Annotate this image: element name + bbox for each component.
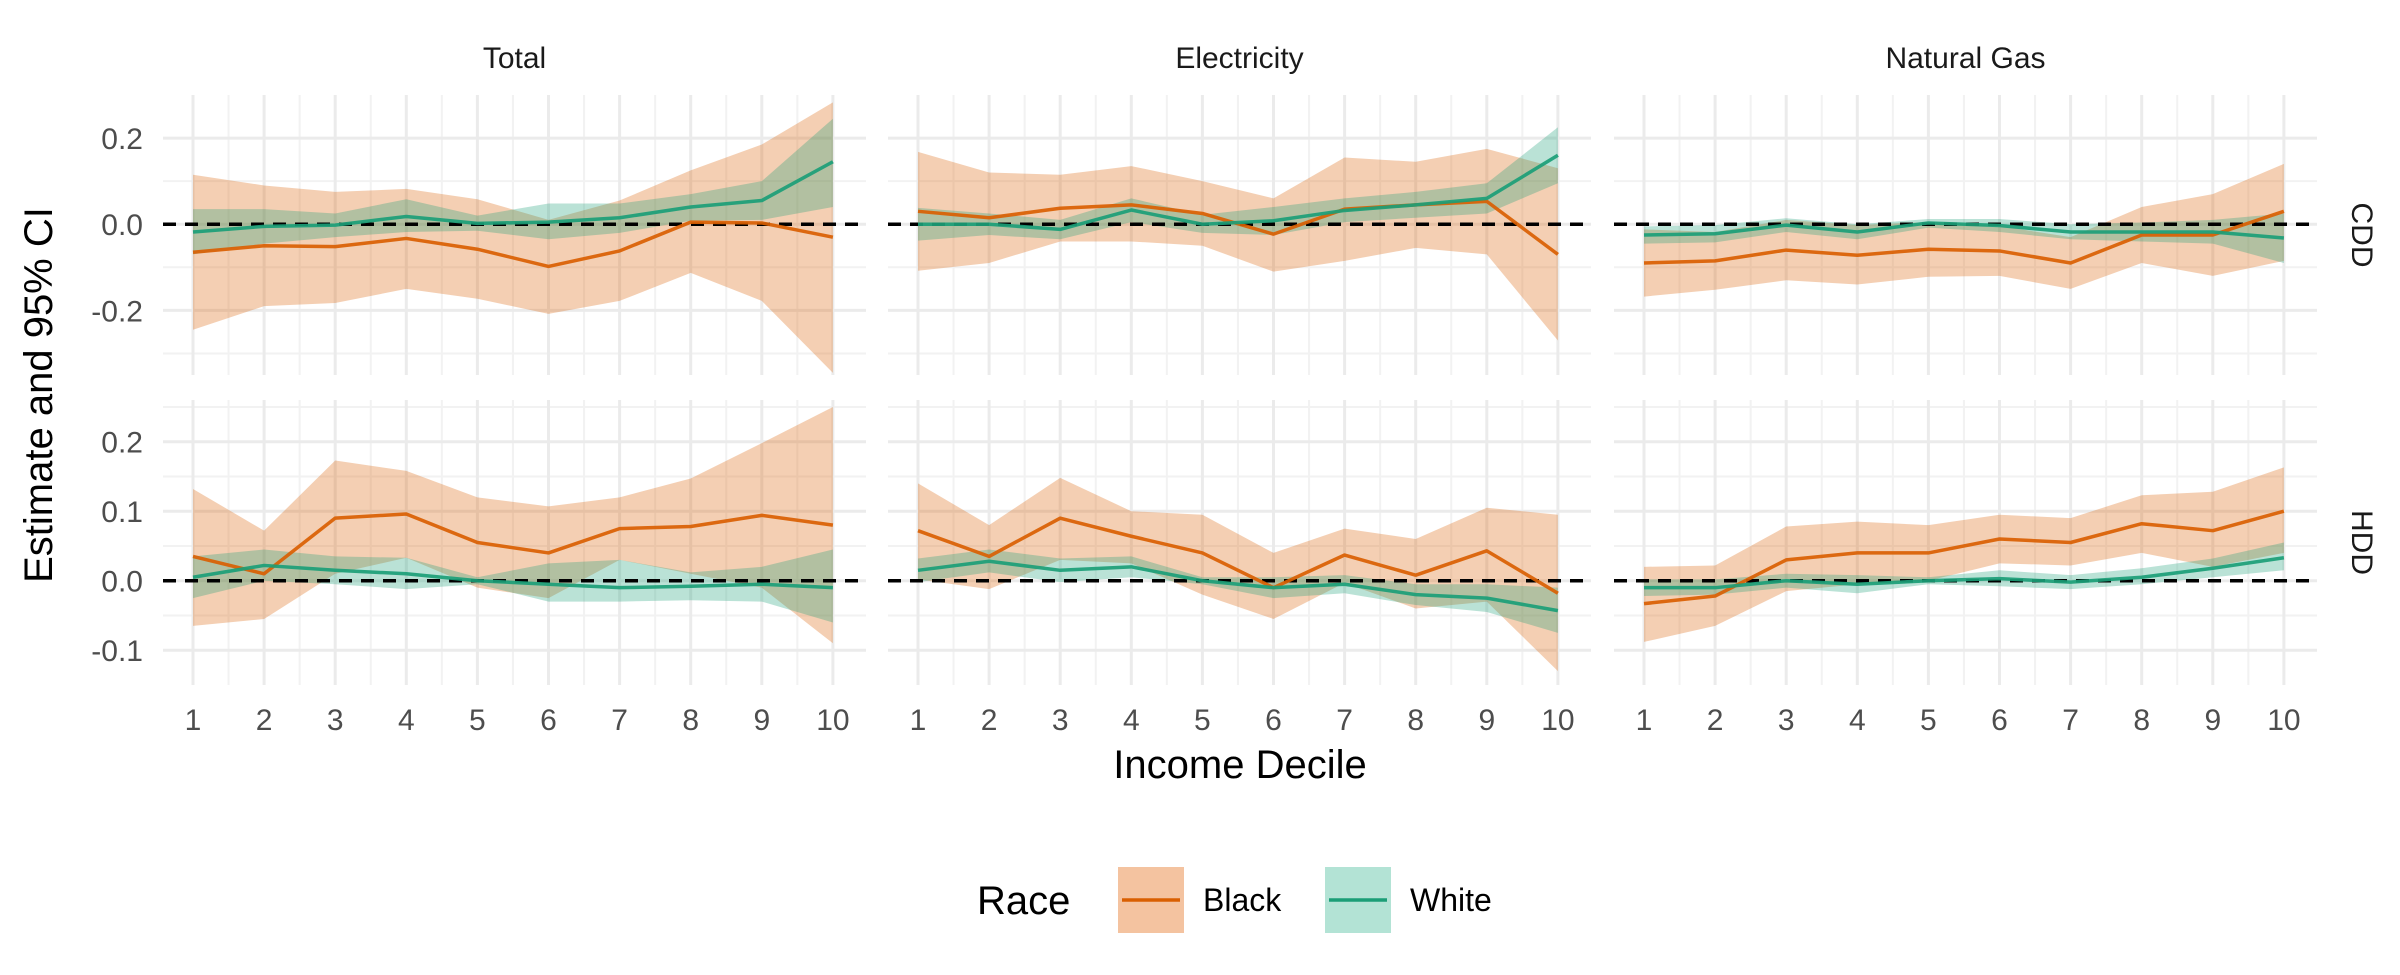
x-tick-label: 3: [1052, 704, 1069, 737]
panel-hdd-total: -0.1 0.0 0.1 0.2 1 2 3 4 5 6 7 8 9 10: [91, 400, 866, 737]
series-line-white: [1643, 221, 2285, 240]
x-tick-label: 7: [1336, 704, 1353, 737]
x-tick-label: 2: [981, 704, 998, 737]
series-line-white: [1644, 556, 2285, 590]
x-tick-label: 5: [1920, 704, 1937, 737]
x-tick-label: 6: [1991, 704, 2008, 737]
x-tick-label: 5: [1194, 704, 1211, 737]
x-tick-label: 5: [469, 704, 486, 737]
series-line-white: [192, 563, 833, 590]
series-line-black: [917, 516, 1559, 595]
y-tick-label: 0.0: [101, 566, 143, 599]
x-tick-label: 9: [1478, 704, 1495, 737]
x-tick-label: 8: [2133, 704, 2150, 737]
panels-layer: Total -0.2 0.0 0.2 Electricity Natural Gas CDD…: [91, 42, 2378, 737]
x-tick-label: 1: [1636, 704, 1653, 737]
panel-cdd-electricity: Electricity: [888, 42, 1591, 375]
x-tick-label: 7: [2062, 704, 2079, 737]
legend-item-white: White: [1325, 867, 1492, 933]
x-tick-label: 4: [1849, 704, 1866, 737]
x-tick-label: 10: [1541, 704, 1574, 737]
ci-ribbon-black: [1644, 467, 2284, 642]
y-tick-label: 0.2: [101, 123, 143, 156]
x-tick-label: 1: [910, 704, 927, 737]
x-tick-label: 6: [540, 704, 557, 737]
x-tick-label: 7: [611, 704, 628, 737]
y-tick-label: 0.2: [101, 427, 143, 460]
ci-ribbon-white: [193, 118, 833, 255]
facet-column-label: Natural Gas: [1885, 42, 2045, 75]
facet-column-label: Electricity: [1175, 42, 1303, 75]
x-tick-label: 8: [682, 704, 699, 737]
legend: Race Black White: [977, 867, 1492, 933]
y-tick-label: -0.1: [91, 635, 143, 668]
x-tick-label: 3: [327, 704, 344, 737]
x-tick-label: 4: [398, 704, 415, 737]
legend-label: Black: [1203, 882, 1282, 918]
y-axis-title: Estimate and 95% CI: [17, 207, 61, 583]
series-line-black: [1643, 209, 2285, 265]
x-tick-label: 9: [2204, 704, 2221, 737]
series-line-white: [917, 559, 1559, 613]
panel-cdd-natural-gas: Natural Gas CDD: [1614, 42, 2378, 375]
ci-ribbon-black: [193, 102, 833, 373]
facet-column-label: Total: [483, 42, 546, 75]
series-line-black: [192, 512, 834, 576]
ci-ribbon-white: [193, 549, 833, 623]
x-tick-label: 4: [1123, 704, 1140, 737]
y-tick-label: 0.1: [101, 496, 143, 529]
series-line-black: [192, 220, 834, 269]
facet-row-label: CDD: [2345, 203, 2378, 268]
x-tick-label: 2: [1707, 704, 1724, 737]
ci-ribbon-black: [918, 148, 1558, 341]
x-tick-label: 10: [816, 704, 849, 737]
panel-hdd-electricity: 1 2 3 4 5 6 7 8 9 10: [888, 400, 1591, 737]
y-tick-label: -0.2: [91, 295, 143, 328]
series-line-white: [192, 160, 834, 234]
facet-row-label: HDD: [2345, 510, 2378, 575]
panel-hdd-natural-gas: HDD 1 2 3 4 5 6 7 8 9 10: [1614, 400, 2378, 737]
legend-title: Race: [977, 879, 1070, 923]
y-tick-label: 0.0: [101, 209, 143, 242]
x-tick-label: 10: [2267, 704, 2300, 737]
legend-item-black: Black: [1118, 867, 1282, 933]
series-line-white: [918, 153, 1559, 232]
x-tick-label: 3: [1778, 704, 1795, 737]
x-tick-label: 8: [1407, 704, 1424, 737]
labels-layer: Estimate and 95% CI Income Decile: [17, 207, 1367, 787]
series-line-black: [1643, 509, 2285, 606]
x-axis-title: Income Decile: [1113, 743, 1366, 787]
ci-ribbon-black: [918, 477, 1558, 672]
legend-label: White: [1410, 882, 1492, 918]
ci-ribbon-black: [193, 406, 833, 644]
x-tick-label: 6: [1265, 704, 1282, 737]
x-tick-label: 2: [256, 704, 273, 737]
x-tick-label: 1: [185, 704, 202, 737]
panel-cdd-total: Total -0.2 0.0 0.2: [91, 42, 866, 375]
ci-ribbon-black: [1644, 163, 2284, 297]
x-tick-label: 9: [753, 704, 770, 737]
ci-ribbon-white: [918, 127, 1558, 241]
